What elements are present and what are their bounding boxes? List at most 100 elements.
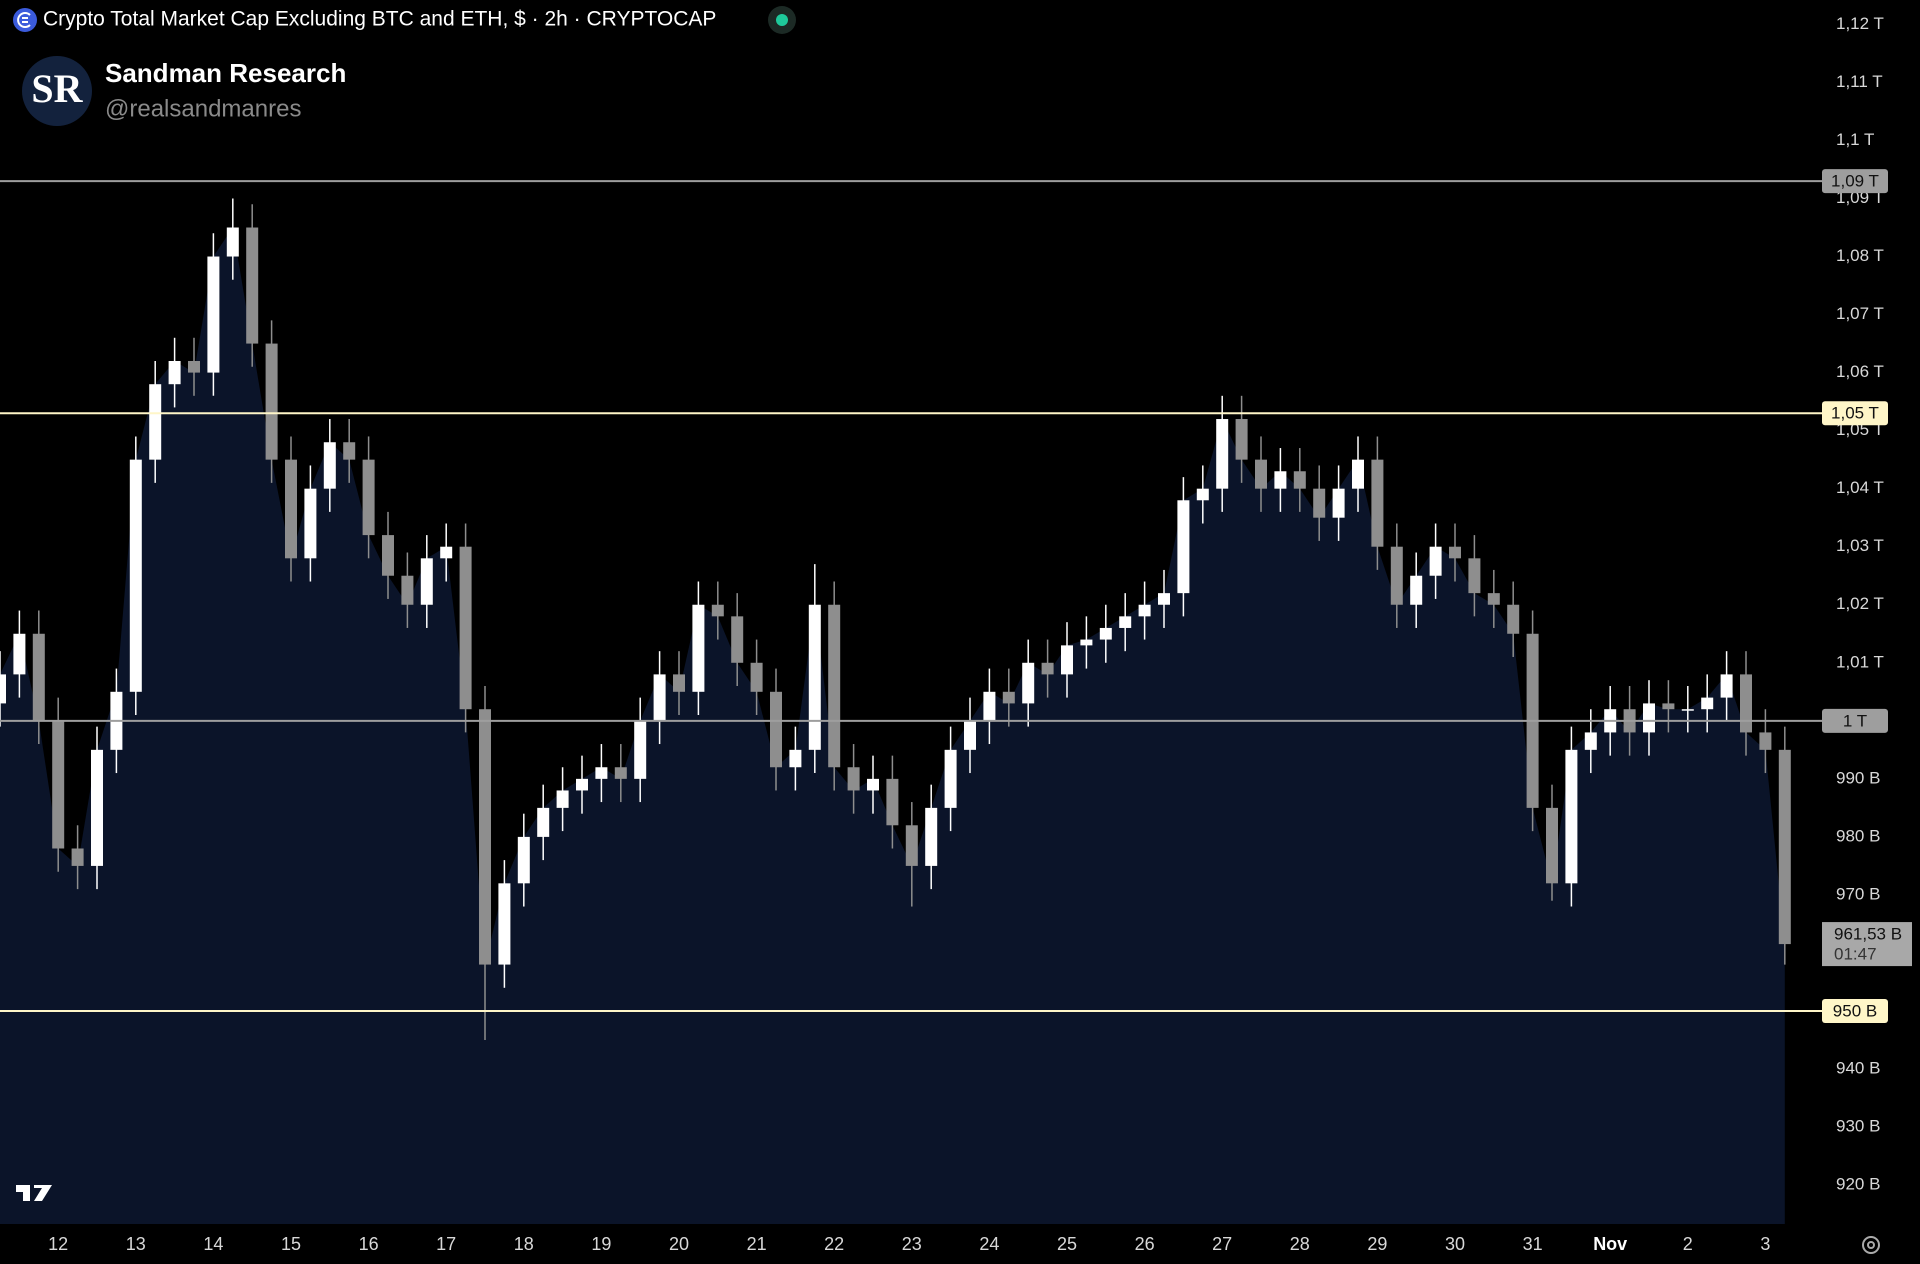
x-tick-label: 31 xyxy=(1523,1234,1543,1254)
x-tick-label: 14 xyxy=(203,1234,223,1254)
y-tick-label: 1,03 T xyxy=(1836,536,1884,555)
candle-body xyxy=(1293,471,1306,489)
candle-body xyxy=(1041,662,1054,675)
y-tick-label: 940 B xyxy=(1836,1059,1880,1078)
candle-body xyxy=(614,767,627,779)
candle-body xyxy=(323,442,336,489)
author-name: Sandman Research xyxy=(105,58,346,88)
settings-icon-center xyxy=(1867,1241,1875,1249)
candle-body xyxy=(71,848,84,866)
candle-body xyxy=(964,720,976,750)
candle-body xyxy=(1196,488,1209,501)
candle-body xyxy=(1681,709,1694,711)
candle-body xyxy=(1177,500,1190,594)
candle-body xyxy=(1410,575,1423,605)
candle-body xyxy=(905,825,918,866)
candle-body xyxy=(207,256,220,373)
candle-body xyxy=(1565,749,1578,884)
candle-body xyxy=(1390,546,1403,605)
logo xyxy=(22,56,92,126)
candle-body xyxy=(576,778,588,791)
x-tick-label: 26 xyxy=(1135,1234,1155,1254)
candle-body xyxy=(1759,732,1772,750)
candle-body xyxy=(653,674,666,721)
x-tick-label: 23 xyxy=(902,1234,922,1254)
level-box xyxy=(1822,169,1888,194)
y-tick-label: 920 B xyxy=(1836,1175,1880,1194)
level-box xyxy=(1822,708,1888,733)
x-tick-label: 25 xyxy=(1057,1234,1077,1254)
last-price-box xyxy=(1822,922,1912,967)
x-tick-label: 17 xyxy=(436,1234,456,1254)
candle-body xyxy=(440,546,453,559)
level-box xyxy=(1822,999,1888,1024)
candle-body xyxy=(401,575,414,605)
candle-body xyxy=(479,709,491,965)
symbol-glyph xyxy=(17,12,31,28)
logo-text: SR xyxy=(31,66,83,111)
level-label: 1,05 T xyxy=(1831,404,1879,423)
candle-body xyxy=(634,720,647,779)
price-area xyxy=(0,227,1785,1224)
x-tick-label: 24 xyxy=(979,1234,999,1254)
x-tick-label: 12 xyxy=(48,1234,68,1254)
level-label: 950 B xyxy=(1833,1001,1877,1020)
candle-body xyxy=(944,749,957,808)
candle-body xyxy=(498,883,511,965)
candle-body xyxy=(1061,645,1073,675)
candle-body xyxy=(0,674,6,704)
candle-body xyxy=(983,691,996,721)
y-tick-label: 1,12 T xyxy=(1836,14,1884,33)
candle-body xyxy=(731,616,744,663)
x-tick-label: 28 xyxy=(1290,1234,1310,1254)
level-box xyxy=(1822,401,1888,426)
candle-body xyxy=(1235,419,1248,460)
candle-body xyxy=(304,488,317,559)
candle-body xyxy=(149,384,162,460)
candle-body xyxy=(1701,697,1714,710)
candle-body xyxy=(925,807,938,866)
candle-body xyxy=(1720,674,1733,698)
candle-body xyxy=(1778,749,1791,945)
candle-body xyxy=(867,778,879,791)
candle-body xyxy=(226,227,239,257)
candle-body xyxy=(886,778,899,826)
candle-body xyxy=(517,836,530,884)
x-tick-label: 21 xyxy=(747,1234,767,1254)
x-tick-label: Nov xyxy=(1593,1234,1627,1254)
candle-body xyxy=(1352,459,1364,489)
chart-title: Crypto Total Market Cap Excluding BTC an… xyxy=(43,8,716,31)
last-price-countdown: 01:47 xyxy=(1834,945,1877,964)
level-label: 1 T xyxy=(1843,711,1867,730)
candle-body xyxy=(52,720,65,849)
candle-body xyxy=(188,360,200,373)
y-tick-label: 1,08 T xyxy=(1836,246,1884,265)
candle-body xyxy=(285,459,297,559)
candle-body xyxy=(770,691,782,768)
settings-icon[interactable] xyxy=(1862,1236,1880,1254)
candle-body xyxy=(711,604,724,617)
candle-body xyxy=(129,459,142,692)
candle-body xyxy=(1584,732,1597,750)
x-tick-label: 30 xyxy=(1445,1234,1465,1254)
candle-body xyxy=(1662,703,1675,710)
y-tick-label: 970 B xyxy=(1836,884,1880,903)
candle-body xyxy=(420,558,433,605)
candle-body xyxy=(828,604,841,768)
x-tick-label: 16 xyxy=(359,1234,379,1254)
x-tick-label: 27 xyxy=(1212,1234,1232,1254)
y-tick-label: 1,1 T xyxy=(1836,130,1874,149)
candle-body xyxy=(1429,546,1442,576)
candle-body xyxy=(556,790,569,808)
candle-body xyxy=(1022,662,1035,704)
x-tick-label: 22 xyxy=(824,1234,844,1254)
candle-body xyxy=(673,674,685,692)
plot xyxy=(0,198,1791,1224)
author-handle: @realsandmanres xyxy=(105,95,301,122)
candle-body xyxy=(1643,703,1655,733)
candle-body xyxy=(692,604,705,692)
candle-body xyxy=(808,604,821,750)
x-tick-label: 3 xyxy=(1760,1234,1770,1254)
candle-body xyxy=(789,749,802,768)
